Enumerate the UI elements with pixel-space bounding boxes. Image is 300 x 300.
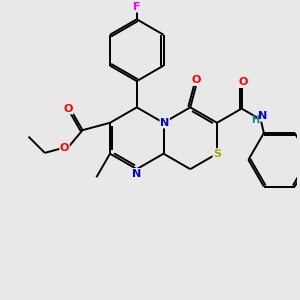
Text: O: O <box>60 143 69 153</box>
Text: O: O <box>191 75 201 85</box>
Text: H: H <box>251 115 259 124</box>
Text: O: O <box>64 104 73 114</box>
Text: S: S <box>213 149 221 159</box>
Text: O: O <box>238 77 248 87</box>
Text: N: N <box>132 169 141 178</box>
Text: N: N <box>258 111 267 121</box>
Text: N: N <box>160 118 169 128</box>
Text: F: F <box>133 2 140 12</box>
